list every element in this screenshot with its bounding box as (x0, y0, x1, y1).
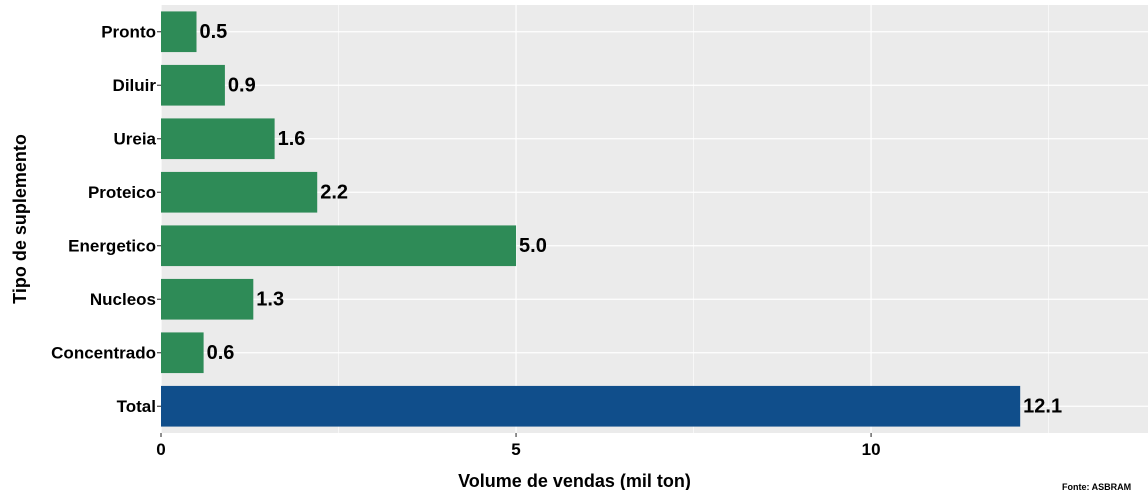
data-label-nucleos: 1.3 (256, 288, 284, 310)
y-tick-label-proteico: Proteico (88, 183, 156, 202)
y-tick-label-pronto: Pronto (101, 22, 156, 41)
x-tick-label: 10 (862, 440, 881, 459)
bar-diluir (161, 64, 225, 106)
x-tick-label: 5 (511, 440, 520, 459)
bar-nucleos (161, 278, 254, 320)
bar-concentrado (161, 332, 204, 374)
data-label-pronto: 0.5 (200, 21, 228, 43)
bar-ureia (161, 118, 275, 160)
bar-total (161, 385, 1021, 427)
data-label-diluir: 0.9 (228, 74, 256, 96)
data-label-proteico: 2.2 (320, 181, 348, 203)
x-tick-label: 0 (156, 440, 165, 459)
x-axis: 0 5 10 (156, 433, 881, 459)
y-axis-title: Tipo de suplemento (10, 134, 30, 304)
y-tick-label-ureia: Ureia (113, 129, 156, 148)
source-note: Fonte: ASBRAM (1062, 482, 1131, 490)
plot-panel (161, 5, 1148, 433)
y-tick-label-concentrado: Concentrado (51, 343, 156, 362)
minor-gridlines (338, 5, 1049, 433)
y-tick-label-energetico: Energetico (68, 236, 156, 255)
bars (161, 11, 1021, 427)
data-label-concentrado: 0.6 (207, 342, 235, 364)
x-axis-title: Volume de vendas (mil ton) (458, 471, 691, 490)
bar-proteico (161, 171, 318, 213)
data-label-energetico: 5.0 (519, 235, 547, 257)
data-labels: 0.5 0.9 1.6 2.2 5.0 1.3 0.6 12.1 (200, 21, 1063, 418)
data-label-total: 12.1 (1023, 395, 1062, 417)
y-tick-label-total: Total (117, 397, 156, 416)
data-label-ureia: 1.6 (278, 128, 306, 150)
y-axis: Pronto Diluir Ureia Proteico Energetico Nucle… (51, 22, 161, 416)
y-tick-label-diluir: Diluir (113, 76, 157, 95)
bar-pronto (161, 11, 197, 53)
y-tick-label-nucleos: Nucleos (90, 290, 156, 309)
bar-energetico (161, 225, 517, 267)
